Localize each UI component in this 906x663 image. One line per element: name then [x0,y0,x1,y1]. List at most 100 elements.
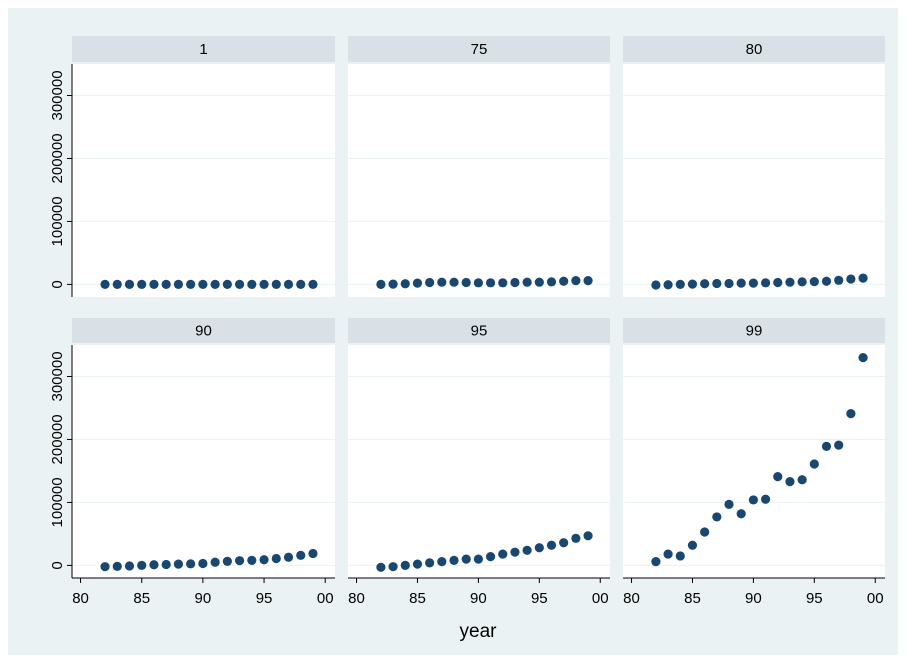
point [173,559,184,569]
point [400,560,410,571]
x-tick-label: 85 [684,590,701,607]
point [247,555,257,565]
point [687,279,698,289]
point [271,553,281,564]
x-tick-label: 95 [256,590,273,607]
point [821,276,832,286]
point [296,279,306,290]
point [149,279,159,290]
point [473,278,483,288]
plot-area [623,345,885,578]
y-tick-label: 200000 [49,414,66,464]
point [137,560,147,571]
point [437,277,447,287]
panel-strip [623,36,885,62]
point [700,279,710,289]
x-axis-label: year [460,621,498,642]
point [760,494,771,504]
point [571,276,581,286]
point [797,475,807,485]
panel-strip [72,318,335,343]
point [785,277,795,287]
point [498,549,508,559]
point [112,561,122,571]
point [400,279,410,289]
point [675,551,685,561]
point [546,540,557,550]
panel-title: 90 [195,322,212,339]
point [858,352,868,363]
point [797,277,807,287]
point [222,279,232,290]
point [259,279,269,290]
point [724,278,734,289]
point [149,560,159,570]
point [736,278,746,288]
point [186,279,196,290]
point [161,559,171,570]
point [308,279,318,290]
x-tick-label: 80 [623,590,640,607]
point [388,562,398,572]
point [510,277,520,288]
point [198,558,208,569]
point [534,277,544,287]
point [296,550,306,560]
point [736,509,746,519]
point [522,545,532,555]
y-tick-label: 300000 [49,70,66,120]
point [785,477,795,487]
point [651,557,661,567]
point [663,549,673,559]
panel-title: 99 [746,322,763,339]
point [461,554,471,564]
point [473,554,483,564]
point [100,562,110,572]
plot-area [72,345,335,578]
point [222,556,232,566]
point [112,279,122,290]
y-tick-label: 100000 [49,196,66,246]
plot-area [623,64,885,297]
point [534,543,544,553]
point [773,472,783,482]
point [485,278,496,288]
point [846,274,856,284]
panel-strip [348,36,610,62]
point [809,276,819,287]
point [186,559,196,569]
point [748,278,758,288]
point [161,279,171,290]
point [137,279,147,290]
point [858,273,868,283]
panel-title: 75 [471,41,488,58]
y-tick-label: 0 [49,561,66,569]
point [651,280,661,290]
plot-area [348,345,610,578]
point [821,441,832,451]
point [376,279,386,290]
point [583,531,593,541]
point [437,557,447,567]
point [376,562,386,572]
point [425,558,435,568]
point [583,276,593,286]
x-tick-label: 00 [592,590,609,607]
plot-area [72,64,335,297]
point [834,440,844,450]
x-tick-label: 90 [470,590,487,607]
point [461,277,471,288]
point [712,278,722,289]
x-tick-label: 90 [195,590,212,607]
point [308,548,318,559]
point [124,279,135,290]
point [388,279,398,289]
plot-area [348,64,610,297]
y-tick-label: 100000 [49,477,66,527]
x-tick-label: 85 [133,590,150,607]
point [559,276,569,286]
point [173,279,184,290]
x-tick-label: 95 [531,590,548,607]
panel-strip [623,318,885,343]
